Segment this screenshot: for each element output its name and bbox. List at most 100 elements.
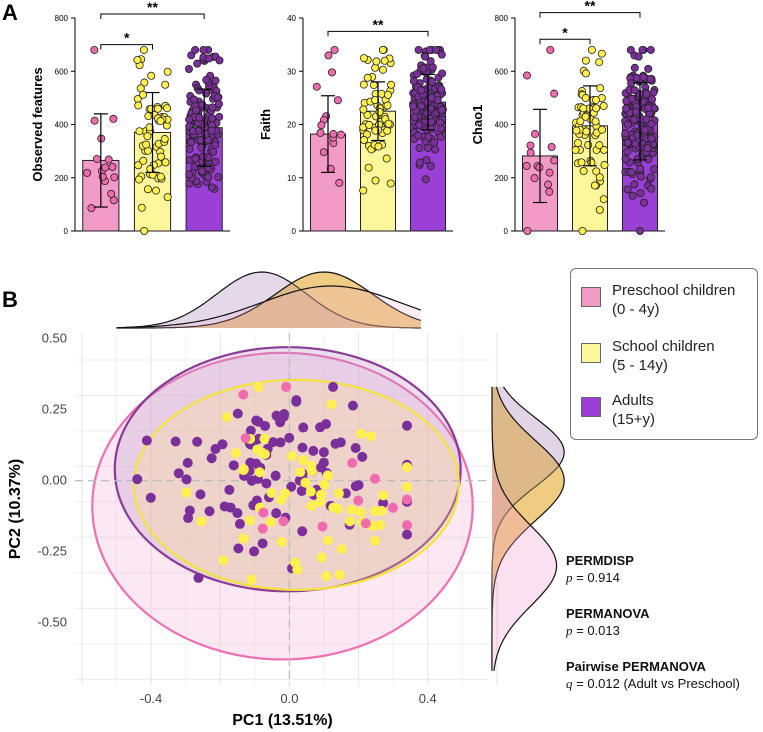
data-point: [623, 138, 632, 147]
data-point: [576, 117, 585, 126]
point-preschool: [317, 521, 328, 532]
point-adult: [353, 480, 364, 491]
data-point: [621, 154, 630, 163]
permanova-p: p: [566, 623, 573, 638]
data-point: [363, 73, 372, 82]
point-adult: [328, 381, 339, 392]
data-point: [584, 141, 593, 150]
data-point: [572, 126, 581, 135]
legend-item-adults: Adults (15+y): [581, 391, 655, 429]
data-point: [163, 193, 172, 202]
ellipse-preschool: [91, 351, 474, 661]
data-point: [626, 45, 635, 54]
point-school: [252, 444, 263, 455]
y-tick-label: 800: [495, 14, 509, 23]
y-axis-label: Observed features: [30, 67, 45, 181]
data-point: [437, 50, 446, 59]
data-point: [577, 158, 586, 167]
point-adult: [170, 436, 181, 447]
data-point: [591, 117, 600, 126]
data-point: [581, 56, 590, 65]
data-point: [438, 69, 447, 78]
data-point: [143, 185, 152, 194]
data-point: [409, 77, 418, 86]
data-point: [630, 63, 639, 72]
data-point: [384, 119, 393, 128]
data-point: [590, 181, 599, 190]
data-point: [581, 94, 590, 103]
permanova-value: p = 0.013: [566, 622, 650, 639]
point-adult: [145, 492, 156, 503]
point-adult: [173, 468, 184, 479]
point-school: [355, 507, 366, 518]
point-school: [253, 381, 264, 392]
point-adult: [315, 422, 326, 433]
point-adult: [183, 513, 194, 524]
point-adult: [350, 443, 361, 454]
data-point: [597, 49, 606, 58]
legend-text-adults: Adults: [612, 392, 654, 409]
point-preschool: [353, 495, 364, 506]
point-school: [254, 467, 265, 478]
data-point: [545, 187, 554, 196]
significance-label: **: [373, 16, 384, 32]
data-point: [530, 130, 539, 139]
data-point: [621, 129, 630, 138]
data-point: [90, 116, 99, 125]
data-point: [207, 183, 216, 192]
data-point: [421, 175, 430, 184]
point-school: [328, 502, 339, 513]
data-point: [579, 167, 588, 176]
point-school: [326, 399, 337, 410]
y-tick-label: 20: [287, 121, 296, 130]
y-tick-label: 400: [55, 121, 69, 130]
data-point: [153, 104, 162, 113]
point-school: [300, 477, 311, 488]
point-school: [265, 516, 276, 527]
data-point: [134, 161, 143, 170]
data-point: [371, 126, 380, 135]
point-school: [378, 490, 389, 501]
significance-bracket: [539, 12, 641, 18]
data-point: [627, 79, 636, 88]
data-point: [631, 139, 640, 148]
point-school: [246, 574, 257, 585]
permdisp-title: PERMDISP: [566, 553, 634, 568]
data-point: [335, 178, 344, 187]
data-point: [139, 45, 148, 54]
data-point: [387, 80, 396, 89]
data-point: [316, 128, 325, 137]
data-point: [147, 71, 156, 80]
y-tick-label: 0: [504, 227, 509, 236]
data-point: [108, 162, 117, 171]
data-point: [523, 226, 532, 235]
data-point: [545, 168, 554, 177]
data-point: [437, 85, 446, 94]
data-point: [208, 114, 217, 123]
density-fill: [492, 386, 565, 671]
data-point: [317, 121, 326, 130]
data-point: [638, 45, 647, 54]
data-point: [595, 58, 604, 67]
data-point: [156, 172, 165, 181]
point-school: [298, 455, 309, 466]
data-point: [627, 168, 636, 177]
data-point: [211, 141, 220, 150]
data-point: [135, 127, 144, 136]
data-point: [640, 198, 649, 207]
data-point: [622, 104, 631, 113]
data-point: [600, 161, 609, 170]
legend-swatch-school: [581, 343, 601, 363]
pairwise-value: q = 0.012 (Adult vs Preschool): [566, 675, 740, 692]
data-point: [109, 114, 118, 123]
point-school: [287, 451, 298, 462]
data-point: [209, 147, 218, 156]
point-school: [334, 569, 345, 580]
data-point: [359, 186, 368, 195]
y-tick-label: 0: [292, 227, 297, 236]
point-school: [238, 465, 249, 476]
point-preschool: [238, 389, 249, 400]
data-point: [142, 140, 151, 149]
